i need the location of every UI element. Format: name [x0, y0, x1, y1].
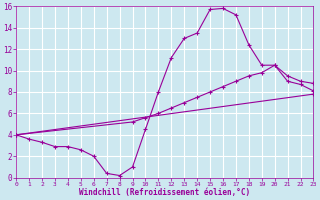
X-axis label: Windchill (Refroidissement éolien,°C): Windchill (Refroidissement éolien,°C) — [79, 188, 250, 197]
